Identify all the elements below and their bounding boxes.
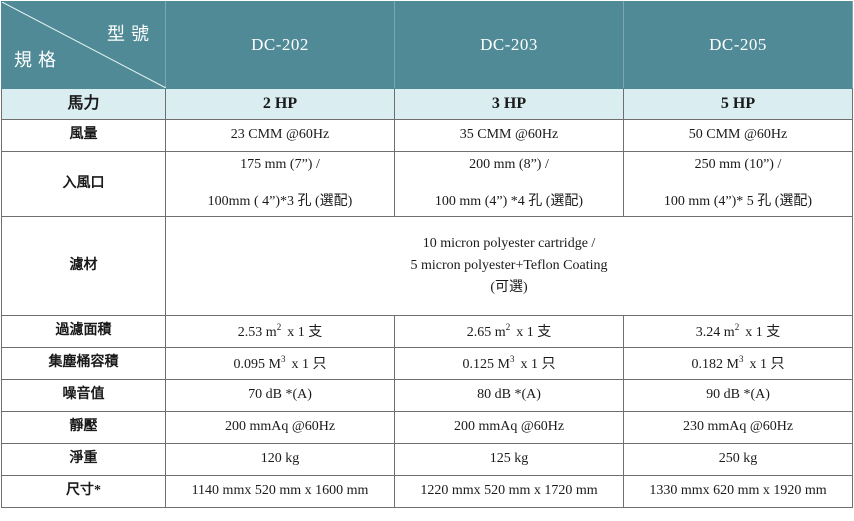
row-label: 噪音值	[1, 379, 166, 412]
cell-value: 50 CMM @60Hz	[623, 119, 853, 152]
row-filter: 濾材 10 micron polyester cartridge / 5 mic…	[1, 216, 853, 316]
cell-value: 23 CMM @60Hz	[165, 119, 395, 152]
cell-value: 1330 mmx 620 mm x 1920 mm	[623, 475, 853, 508]
inlet-main: 175 mm (7”) /	[240, 157, 320, 172]
corner-model-label: 型號	[107, 24, 155, 44]
cell-value: 1220 mmx 520 mm x 1720 mm	[394, 475, 624, 508]
row-dimensions: 尺寸* 1140 mmx 520 mm x 1600 mm 1220 mmx 5…	[1, 475, 853, 508]
cell-value: 80 dB *(A)	[394, 379, 624, 412]
corner-spec-label: 規格	[14, 50, 62, 71]
inlet-option: 100 mm (4”)* 5 孔 (選配)	[663, 194, 813, 210]
cell-value: 120 kg	[165, 443, 395, 476]
row-airflow: 風量 23 CMM @60Hz 35 CMM @60Hz 50 CMM @60H…	[1, 119, 853, 152]
row-label: 靜壓	[1, 411, 166, 444]
diagonal-line	[2, 2, 166, 88]
row-label: 馬力	[1, 88, 166, 120]
cell-value: 90 dB *(A)	[623, 379, 853, 412]
row-label: 尺寸*	[1, 475, 166, 508]
filter-line: 10 micron polyester cartridge /	[422, 236, 596, 251]
cell-value: 1140 mmx 520 mm x 1600 mm	[165, 475, 395, 508]
row-net-weight: 淨重 120 kg 125 kg 250 kg	[1, 443, 853, 476]
cell-value: 125 kg	[394, 443, 624, 476]
row-label: 入風口	[1, 151, 166, 217]
cell-value: 250 mm (10”) / 100 mm (4”)* 5 孔 (選配)	[623, 151, 853, 217]
filter-line: (可選)	[490, 280, 528, 295]
model-header: DC-203	[394, 1, 624, 89]
filter-line: 5 micron polyester+Teflon Coating	[410, 258, 608, 273]
cell-value: 70 dB *(A)	[165, 379, 395, 412]
header-row: 型號 規格 DC-202 DC-203 DC-205	[1, 1, 853, 89]
cell-value: 2.53 m2 x 1 支	[165, 315, 395, 348]
cell-value: 35 CMM @60Hz	[394, 119, 624, 152]
inlet-main: 200 mm (8”) /	[469, 157, 549, 172]
inlet-option: 100mm ( 4”)*3 孔 (選配)	[207, 194, 353, 210]
row-noise: 噪音值 70 dB *(A) 80 dB *(A) 90 dB *(A)	[1, 379, 853, 412]
cell-value: 200 mm (8”) / 100 mm (4”) *4 孔 (選配)	[394, 151, 624, 217]
filter-cell: 10 micron polyester cartridge / 5 micron…	[165, 216, 853, 316]
cell-value: 3.24 m2 x 1 支	[623, 315, 853, 348]
row-label: 濾材	[1, 216, 166, 316]
cell-value: 3 HP	[394, 88, 624, 120]
cell-value: 200 mmAq @60Hz	[165, 411, 395, 444]
spec-table: 型號 規格 DC-202 DC-203 DC-205 馬力 2 HP 3 HP …	[1, 1, 853, 508]
cell-value: 2 HP	[165, 88, 395, 120]
row-filter-area: 過濾面積 2.53 m2 x 1 支 2.65 m2 x 1 支 3.24 m2 x …	[1, 315, 853, 348]
row-static-pressure: 靜壓 200 mmAq @60Hz 200 mmAq @60Hz 230 mmA…	[1, 411, 853, 444]
cell-value: 250 kg	[623, 443, 853, 476]
cell-value: 5 HP	[623, 88, 853, 120]
row-label: 集塵桶容積	[1, 347, 166, 380]
inlet-option: 100 mm (4”) *4 孔 (選配)	[434, 194, 584, 210]
row-label: 過濾面積	[1, 315, 166, 348]
model-header: DC-202	[165, 1, 395, 89]
cell-value: 0.095 M3 x 1 只	[165, 347, 395, 380]
inlet-main: 250 mm (10”) /	[694, 157, 782, 172]
cell-value: 0.125 M3 x 1 只	[394, 347, 624, 380]
cell-value: 0.182 M3 x 1 只	[623, 347, 853, 380]
cell-value: 2.65 m2 x 1 支	[394, 315, 624, 348]
row-label: 淨重	[1, 443, 166, 476]
cell-value: 175 mm (7”) / 100mm ( 4”)*3 孔 (選配)	[165, 151, 395, 217]
row-label: 風量	[1, 119, 166, 152]
row-horsepower: 馬力 2 HP 3 HP 5 HP	[1, 88, 853, 120]
row-inlet: 入風口 175 mm (7”) / 100mm ( 4”)*3 孔 (選配) 2…	[1, 151, 853, 217]
row-bin-volume: 集塵桶容積 0.095 M3 x 1 只 0.125 M3 x 1 只 0.182 …	[1, 347, 853, 380]
cell-value: 200 mmAq @60Hz	[394, 411, 624, 444]
model-header: DC-205	[623, 1, 853, 89]
corner-cell: 型號 規格	[1, 1, 166, 89]
cell-value: 230 mmAq @60Hz	[623, 411, 853, 444]
